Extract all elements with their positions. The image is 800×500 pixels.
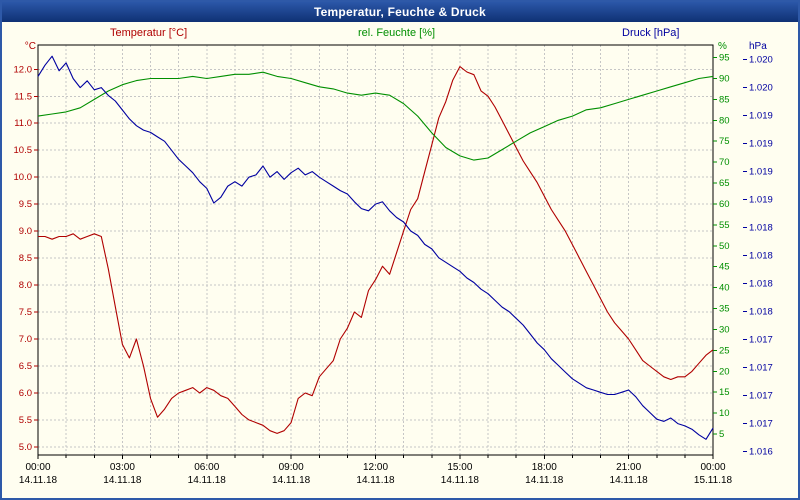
humidity-tick-label: 85 [719, 94, 730, 105]
humidity-tick-label: 45 [719, 262, 730, 273]
temperature-tick-label: 11.5 [14, 91, 32, 102]
pressure-tick-label: 1.018 [749, 223, 773, 234]
temperature-tick-label: 12.0 [14, 64, 33, 75]
humidity-axis: 95 90 85 80 75 70 65 60 55 50 45 40 35 30 25 20 15 10 5 [713, 53, 730, 440]
x-axis-time-label: 15:00 [447, 462, 472, 473]
x-axis-time-label: 09:00 [279, 462, 304, 473]
pressure-unit-label: hPa [749, 41, 767, 52]
humidity-tick-label: 30 [719, 324, 730, 335]
pressure-tick-label: 1.018 [749, 279, 773, 290]
humidity-axis-title: rel. Feuchte [%] [358, 27, 436, 39]
pressure-tick-label: 1.017 [749, 335, 773, 346]
x-axis-date-label: 14.11.18 [188, 475, 227, 486]
x-axis-time-label: 18:00 [532, 462, 557, 473]
series-pressure-line [37, 55, 714, 440]
temperature-tick-label: 9.5 [19, 199, 32, 210]
x-axis-date-label: 15.11.18 [694, 475, 733, 486]
pressure-tick-label: 1.020 [749, 83, 773, 94]
x-axis-date-label: 14.11.18 [356, 475, 395, 486]
x-axis-time-label: 00:00 [25, 462, 50, 473]
temperature-tick-label: 9.0 [19, 226, 32, 237]
temperature-tick-label: 7.5 [19, 307, 32, 318]
pressure-axis: 1.020 1.020 1.019 1.019 1.019 1.019 1.018 1.018… [743, 55, 773, 458]
pressure-tick-label: 1.018 [749, 307, 773, 318]
pressure-tick-label: 1.019 [749, 111, 773, 122]
humidity-tick-label: 65 [719, 178, 730, 189]
x-axis-date-label: 14.11.18 [272, 475, 311, 486]
temperature-tick-label: 5.5 [19, 415, 32, 426]
humidity-tick-label: 55 [719, 220, 730, 231]
humidity-tick-label: 35 [719, 304, 730, 315]
pressure-tick-label: 1.017 [749, 391, 773, 402]
humidity-tick-label: 20 [719, 366, 730, 377]
x-axis-time-label: 06:00 [194, 462, 219, 473]
humidity-tick-label: 75 [719, 136, 730, 147]
temperature-tick-label: 6.0 [19, 388, 32, 399]
x-axis-date-label: 14.11.18 [103, 475, 142, 486]
temperature-tick-label: 6.5 [19, 361, 32, 372]
pressure-tick-label: 1.017 [749, 419, 773, 430]
pressure-tick-label: 1.019 [749, 167, 773, 178]
x-axis-time-label: 21:00 [616, 462, 641, 473]
temperature-axis-title: Temperatur [°C] [110, 27, 188, 39]
humidity-tick-label: 25 [719, 345, 730, 356]
x-axis-date-label: 14.11.18 [525, 475, 564, 486]
pressure-tick-label: 1.018 [749, 251, 773, 262]
humidity-tick-label: 60 [719, 199, 730, 210]
pressure-tick-label: 1.019 [749, 195, 773, 206]
x-axis-date-label: 14.11.18 [19, 475, 58, 486]
humidity-tick-label: 70 [719, 157, 730, 168]
temperature-tick-label: 8.5 [19, 253, 32, 264]
humidity-unit-label: % [718, 41, 727, 52]
pressure-tick-label: 1.017 [749, 363, 773, 374]
x-axis-time-label: 12:00 [363, 462, 388, 473]
series-humidity-line [37, 71, 714, 161]
temperature-tick-label: 10.0 [14, 172, 33, 183]
pressure-axis-title: Druck [hPa] [622, 27, 680, 39]
x-axis-time-label: 03:00 [110, 462, 135, 473]
humidity-tick-label: 80 [719, 115, 730, 126]
temperature-axis: 12.0 11.5 11.0 10.5 10.0 9.5 9.0 8.5 8.0 7.5 7.0 6.… [14, 64, 38, 453]
temperature-unit-label: °C [24, 41, 36, 52]
humidity-tick-label: 15 [719, 387, 730, 398]
window-titlebar: Temperatur, Feuchte & Druck [2, 2, 798, 22]
temperature-tick-label: 8.0 [19, 280, 32, 291]
humidity-tick-label: 5 [719, 429, 724, 440]
pressure-tick-label: 1.019 [749, 139, 773, 150]
temperature-tick-label: 5.0 [19, 442, 32, 453]
temperature-tick-label: 10.5 [14, 145, 33, 156]
x-axis-time-label: 00:00 [700, 462, 725, 473]
humidity-tick-label: 10 [719, 408, 730, 419]
pressure-tick-label: 1.020 [749, 55, 773, 66]
humidity-tick-label: 40 [719, 283, 730, 294]
series-temperature-line [38, 66, 714, 434]
humidity-tick-label: 90 [719, 73, 730, 84]
x-axis: 00:00 14.11.18 03:00 14.11.18 06:00 14.11.18 0… [19, 455, 733, 486]
gridlines [38, 45, 713, 455]
temperature-tick-label: 7.0 [19, 334, 32, 345]
humidity-tick-label: 50 [719, 241, 730, 252]
x-axis-date-label: 14.11.18 [610, 475, 649, 486]
pressure-tick-label: 1.016 [749, 447, 773, 458]
temperature-tick-label: 11.0 [14, 118, 32, 129]
x-axis-date-label: 14.11.18 [441, 475, 480, 486]
humidity-tick-label: 95 [719, 53, 730, 64]
